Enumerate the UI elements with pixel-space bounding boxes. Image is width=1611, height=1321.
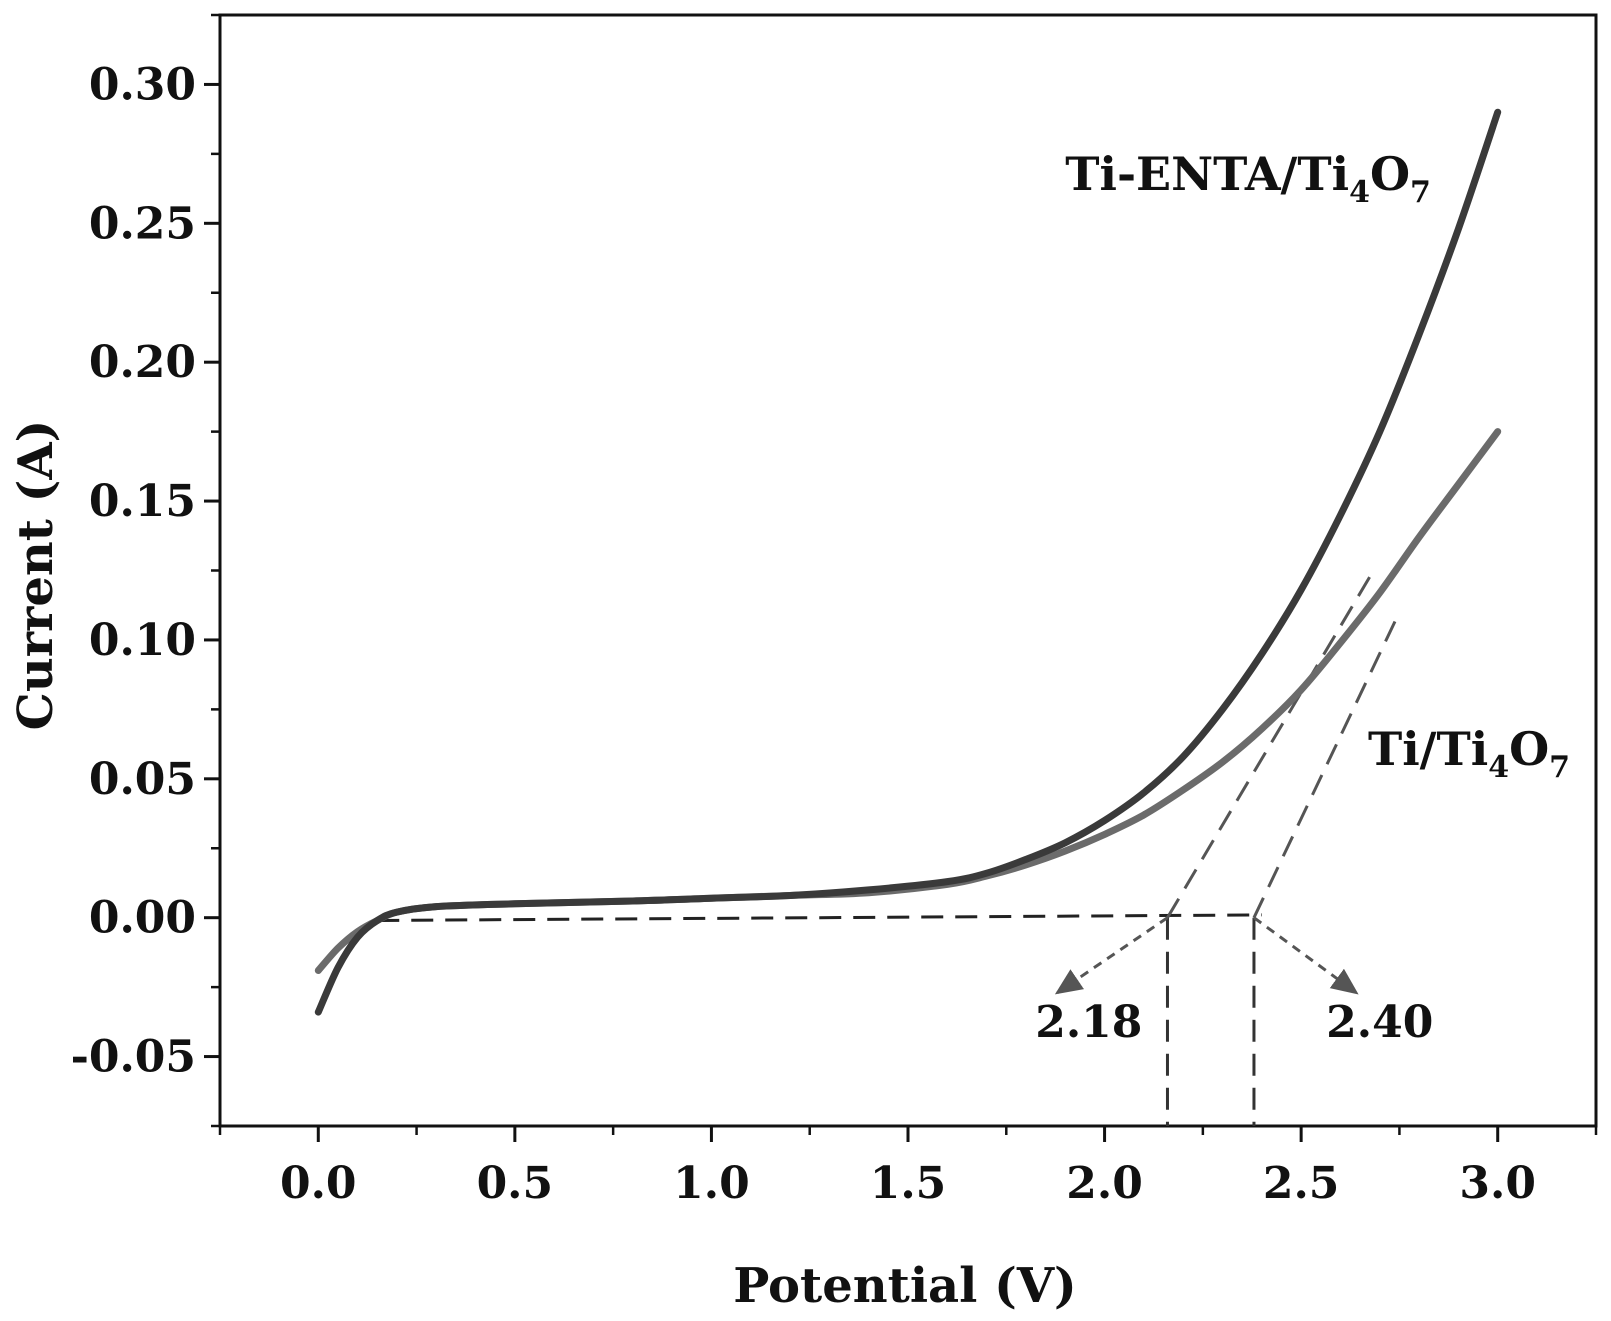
tangent-line-ti-enta: [1166, 572, 1374, 919]
x-tick-label: 0.5: [477, 1158, 554, 1209]
y-tick-label: 0.15: [89, 476, 196, 527]
x-tick-label: 1.5: [870, 1158, 947, 1209]
onset-value-label: 2.18: [1035, 997, 1142, 1048]
series-line-ti-enta: [314, 108, 1502, 1016]
x-tick-label: 2.0: [1066, 1158, 1143, 1209]
x-axis: 0.0 0.5 1.0 1.5 2.0 2.5 3.0: [218, 1126, 1598, 1209]
series-label-ti-enta: Ti-ENTA/Ti4O7: [1065, 147, 1431, 210]
y-tick-label: 0.20: [89, 337, 196, 388]
x-tick-label: 0.0: [280, 1158, 357, 1209]
x-tick-label: 2.5: [1263, 1158, 1340, 1209]
series-group: [314, 108, 1502, 1016]
baseline-dashed: [377, 913, 1262, 922]
y-tick-label: -0.05: [71, 1032, 196, 1083]
x-tick-label: 1.0: [673, 1158, 750, 1209]
onset-arrow: [1054, 916, 1169, 995]
onset-value-label: 2.40: [1326, 997, 1433, 1048]
onset-arrow: [1253, 916, 1359, 995]
y-tick-label: 0.30: [89, 59, 196, 110]
y-tick-label: 0.05: [89, 754, 196, 805]
series-labels: Ti-ENTA/Ti4O7 Ti/Ti4O7: [1065, 147, 1570, 785]
y-tick-label: 0.00: [89, 893, 196, 944]
y-axis: -0.05 0.00 0.05 0.10 0.15 0.20 0.25 0.30: [71, 13, 220, 1128]
y-axis-title: Current (A): [8, 420, 64, 731]
x-axis-title: Potential (V): [733, 1258, 1077, 1314]
tangent-line-ti: [1252, 611, 1401, 919]
onset-annotations: 2.18 2.40: [377, 572, 1433, 1126]
y-tick-label: 0.10: [89, 615, 196, 666]
y-tick-label: 0.25: [89, 198, 196, 249]
series-label-ti: Ti/Ti4O7: [1368, 722, 1570, 785]
x-tick-label: 3.0: [1459, 1158, 1536, 1209]
